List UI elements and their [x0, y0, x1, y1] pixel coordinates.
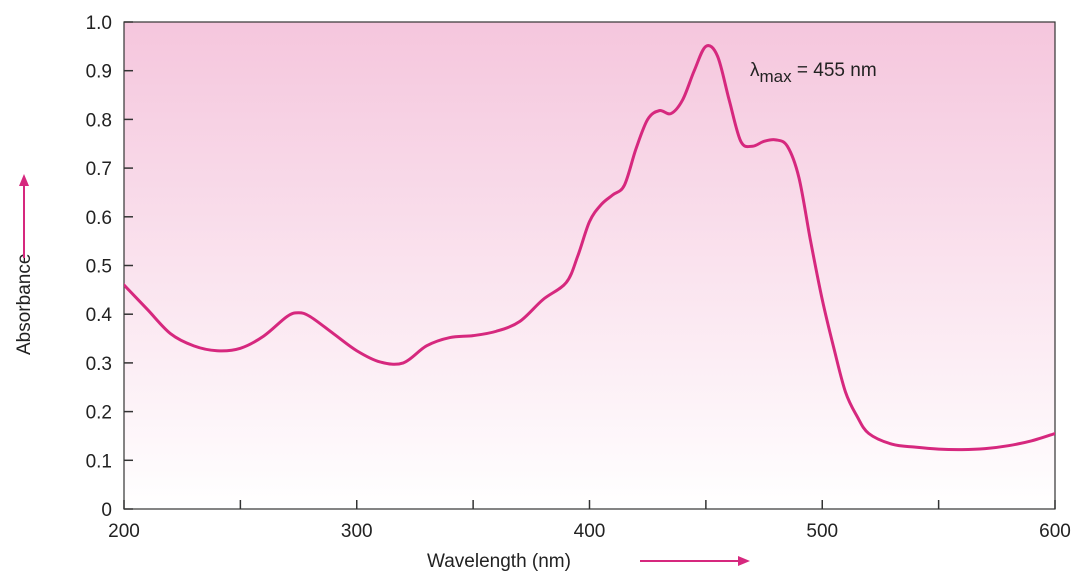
absorbance-series-line [124, 44, 1055, 452]
y-tick-label: 0.5 [86, 257, 112, 278]
y-tick-label: 0.9 [86, 62, 112, 83]
y-tick-label: 0 [101, 500, 112, 521]
x-tick-label: 500 [806, 521, 838, 542]
y-tick-label: 0.3 [86, 354, 112, 375]
y-tick-label: 0.4 [86, 305, 113, 326]
y-tick-label: 0.6 [86, 208, 112, 229]
y-tick-label: 0.8 [86, 110, 112, 131]
x-tick-label: 600 [1039, 521, 1071, 542]
y-axis-ticks: 0 0.1 0.2 0.3 0.4 0.5 0.6 0.7 0.8 0.9 1.0 [86, 13, 133, 521]
x-axis-ticks: 200 300 400 500 600 [108, 500, 1071, 542]
y-tick-label: 0.7 [86, 159, 112, 180]
lambda-symbol: λ [750, 60, 760, 81]
y-tick-label: 1.0 [86, 13, 112, 34]
x-axis-title: Wavelength (nm) [427, 551, 571, 571]
y-tick-label: 0.2 [86, 403, 112, 424]
plot-area [123, 21, 1056, 510]
lambda-max-annotation: λmax = 455 nm [750, 60, 877, 86]
y-tick-label: 0.1 [86, 451, 112, 472]
y-axis-title-group: Absorbance [14, 174, 35, 355]
x-axis-arrow-head [738, 556, 750, 566]
x-tick-label: 200 [108, 521, 140, 542]
x-tick-label: 300 [341, 521, 373, 542]
lambda-value: = 455 nm [792, 60, 877, 81]
lambda-subscript: max [760, 67, 793, 86]
y-axis-title: Absorbance [14, 254, 35, 355]
x-tick-label: 400 [574, 521, 606, 542]
y-axis-arrow-head [19, 174, 29, 186]
